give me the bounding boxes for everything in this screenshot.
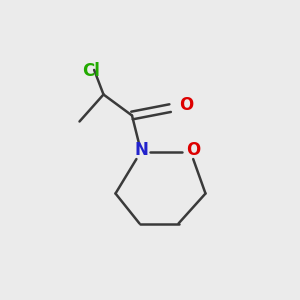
Text: O: O bbox=[186, 141, 201, 159]
Text: N: N bbox=[134, 141, 148, 159]
Text: Cl: Cl bbox=[82, 61, 100, 80]
Text: O: O bbox=[179, 96, 193, 114]
